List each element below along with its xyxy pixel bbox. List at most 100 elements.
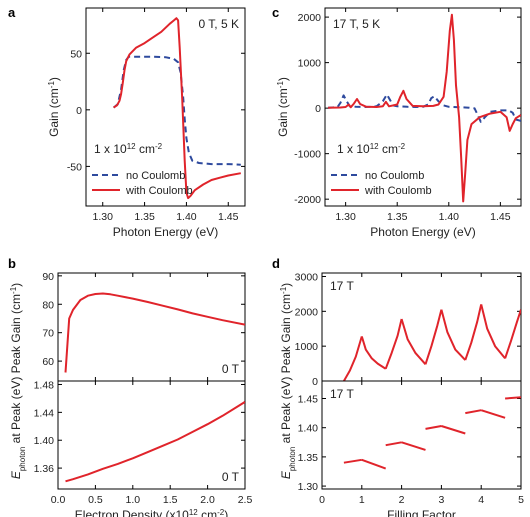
series-line-gain-0 [64, 292, 245, 373]
x-tick-label: 4 [478, 494, 484, 506]
y-tick-label: -1000 [294, 149, 321, 161]
y-tick-label: 3000 [295, 271, 319, 283]
legend-entry: with Coulomb [125, 185, 193, 197]
plot-area-b-bottom [65, 401, 245, 483]
x-tick-label: 1.45 [490, 211, 511, 223]
condition-label: 0 T, 5 K [199, 17, 239, 31]
y-tick-label: 1000 [295, 341, 319, 353]
series-line-gain-0 [464, 304, 483, 361]
y-tick-label: 2000 [298, 12, 322, 24]
series-line-gain-0 [400, 318, 427, 365]
y-tick-label: 1.40 [34, 435, 55, 447]
plot-area-b-top [64, 292, 245, 373]
x-tick-label: 5 [518, 494, 524, 506]
condition-label: 17 T, 5 K [333, 17, 380, 31]
series-line-gain-0 [504, 309, 521, 359]
x-tick-label: 1.30 [93, 211, 114, 223]
panel-a: 1.30 1.35 1.40 1.45 -50 0 50 Photon Energy (eV)… [47, 7, 246, 239]
panel-letter-c: c [272, 5, 279, 20]
plot-frame-b-top [57, 272, 246, 382]
y-tick-label: 2000 [295, 306, 319, 318]
x-axis-label: Filling Factor [387, 508, 456, 517]
series-line-gain-0 [361, 458, 387, 470]
series-line-gain-0 [480, 304, 506, 360]
y-tick-label: 50 [70, 48, 82, 60]
series-line-gain-0 [505, 396, 521, 400]
x-axis-label: Photon Energy (eV) [370, 225, 475, 239]
plot-frame-b-bottom [57, 380, 246, 490]
panel-letter-d: d [272, 256, 280, 271]
x-tick-label: 1.5 [163, 494, 178, 506]
x-tick-label: 1.30 [335, 211, 356, 223]
series-line-gain-0 [465, 409, 482, 415]
series-line-gain-0 [441, 425, 466, 435]
y-tick-label: 1.44 [34, 407, 55, 419]
plot-frame-a [85, 7, 246, 207]
x-tick-label: 2 [399, 494, 405, 506]
panel-b-top: 60 70 80 90 Ephoton at Peak (eV) Peak Gain (… [9, 271, 246, 479]
y-tick-label: 60 [42, 356, 54, 368]
x-tick-label: 2.0 [200, 494, 215, 506]
y-tick-label: -50 [67, 161, 82, 173]
series-line-gain-0 [385, 441, 402, 447]
legend-entry: no Coulomb [126, 170, 185, 182]
y-tick-label: 1.30 [298, 481, 319, 493]
x-tick-label: 2.5 [238, 494, 253, 506]
x-tick-label: 3 [438, 494, 444, 506]
series-line-with-coulomb [113, 17, 241, 200]
y-tick-label: 70 [42, 328, 54, 340]
y-axis-label: Ephoton at Peak (eV) Peak Gain (cm-1) [279, 283, 297, 479]
y-tick-label: 1.40 [298, 423, 319, 435]
x-tick-label: 1.40 [439, 211, 460, 223]
y-tick-label: 80 [42, 299, 54, 311]
x-axis-label: Electron Density (x1012 cm-2) [75, 508, 228, 517]
y-tick-label: 1.36 [34, 463, 55, 475]
y-tick-label: 0 [76, 105, 82, 117]
series-line-with-coulomb [328, 13, 521, 203]
series-line-gain-0 [440, 309, 467, 361]
x-tick-label: 0.0 [51, 494, 66, 506]
plot-area-d-bottom [343, 396, 521, 470]
panel-letter-a: a [8, 5, 16, 20]
density-label: 1 x 1012 cm-2 [94, 142, 163, 157]
y-tick-label: -2000 [294, 194, 321, 206]
x-tick-label: 1.45 [218, 211, 239, 223]
panel-letter-b: b [8, 256, 16, 271]
panel-d-bottom: 0 1 2 3 4 5 1.30 1.35 1.40 1.45 Filling Factor 17 T [298, 380, 524, 517]
x-tick-label: 1.40 [176, 211, 197, 223]
y-tick-label: 1.45 [298, 394, 319, 406]
series-line-gain-0 [384, 318, 403, 370]
series-line-gain-0 [480, 409, 506, 419]
series-line-gain-0 [360, 336, 387, 370]
series-line-gain-0 [343, 458, 362, 464]
panel-b-bottom: 0.0 0.5 1.0 1.5 2.0 2.5 1.36 1.40 1.44 1.48 Electr… [34, 379, 253, 517]
y-tick-label: 1.48 [34, 379, 55, 391]
series-line-gain-0 [425, 425, 442, 430]
condition-label: 0 T [222, 470, 240, 484]
plot-area-a [112, 17, 241, 200]
condition-label: 0 T [222, 362, 240, 376]
y-tick-label: 0 [312, 376, 318, 388]
density-label: 1 x 1012 cm-2 [337, 142, 406, 157]
panel-c: 1.30 1.35 1.40 1.45 -2000 -1000 0 1000 2000 Photo… [276, 7, 522, 239]
x-tick-label: 1 [359, 494, 365, 506]
condition-label: 17 T [330, 279, 354, 293]
legend-entry: no Coulomb [365, 170, 424, 182]
plot-frame-c [324, 7, 522, 207]
legend-entry: with Coulomb [364, 185, 432, 197]
y-axis-label: Gain (cm-1) [276, 77, 291, 137]
plot-area-c [328, 13, 521, 203]
condition-label: 17 T [330, 387, 354, 401]
x-axis-label: Photon Energy (eV) [113, 225, 218, 239]
y-axis-label: Gain (cm-1) [47, 77, 62, 137]
x-tick-label: 1.35 [387, 211, 408, 223]
series-line-gain-0 [343, 336, 363, 381]
series-line-gain-0 [65, 401, 245, 483]
x-tick-label: 1.0 [125, 494, 140, 506]
y-tick-label: 1.35 [298, 452, 319, 464]
x-tick-label: 0 [319, 494, 325, 506]
x-tick-label: 0.5 [88, 494, 103, 506]
plot-frame-d-bottom [321, 380, 522, 490]
